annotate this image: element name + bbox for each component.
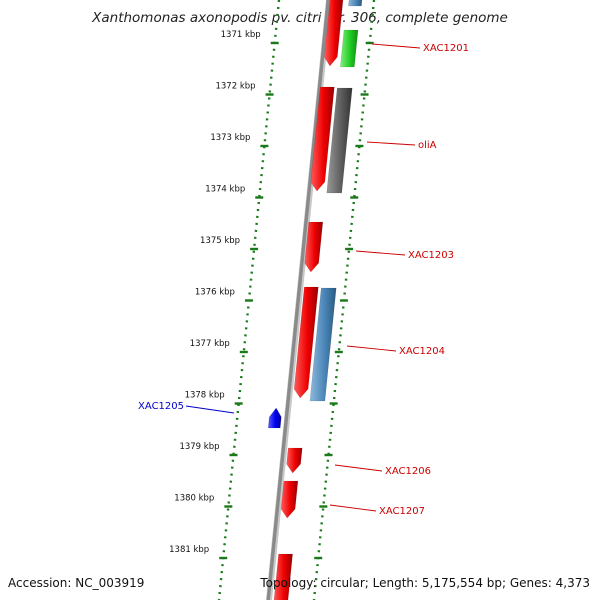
ruler-tick-label: 1377 kbp bbox=[190, 339, 230, 349]
feature-steel-xac1204[interactable] bbox=[309, 287, 337, 402]
genome-backbone bbox=[266, 0, 330, 600]
gene-arrow-xac1203[interactable] bbox=[304, 221, 324, 273]
gene-label-leader-line bbox=[329, 504, 377, 512]
ruler-tick-label: 1380 kbp bbox=[174, 494, 214, 504]
gene-arrow-xac1200[interactable] bbox=[323, 0, 344, 67]
gene-arrow-xac1205[interactable] bbox=[267, 407, 282, 429]
ruler-layer: 1371 kbp 1372 kbp 1373 kbp 1374 kbp 1375 kbp… bbox=[169, 0, 376, 600]
feature-layer bbox=[267, 0, 363, 600]
ruler-tick-label: 1375 kbp bbox=[200, 236, 240, 246]
ruler-tick-label: 1373 kbp bbox=[210, 133, 250, 143]
gene-label-leader-line bbox=[366, 141, 416, 146]
ruler-tick-label: 1381 kbp bbox=[169, 545, 209, 555]
gene-label[interactable]: XAC1207 bbox=[379, 506, 425, 517]
gene-label-leader-line bbox=[334, 464, 383, 472]
gene-label[interactable]: XAC1205 bbox=[138, 401, 184, 412]
gene-arrow-olia[interactable] bbox=[310, 86, 335, 192]
label-layer: XAC1201 oliA XAC1203 XAC1204 XAC1205 XAC1206 X… bbox=[138, 43, 469, 517]
ruler-tick-label: 1371 kbp bbox=[221, 30, 261, 40]
feature-green-xac1201[interactable] bbox=[339, 29, 359, 68]
gene-label-leader-line bbox=[185, 405, 235, 414]
gene-label-leader-line bbox=[355, 250, 406, 256]
gene-arrow-xac1207[interactable] bbox=[280, 480, 299, 519]
gene-arrow-bottom[interactable] bbox=[273, 553, 293, 600]
accession-text: Accession: NC_003919 bbox=[8, 576, 145, 590]
gene-label-leader-line bbox=[371, 43, 421, 49]
gene-label[interactable]: XAC1204 bbox=[399, 346, 445, 357]
ruler-tick-label: 1379 kbp bbox=[179, 442, 219, 452]
gene-arrow-xac1206[interactable] bbox=[286, 447, 303, 474]
feature-grey-olia[interactable] bbox=[326, 87, 353, 194]
topology-text: Topology: circular; Length: 5,175,554 bp… bbox=[260, 576, 590, 590]
gene-label[interactable]: XAC1206 bbox=[385, 466, 431, 477]
genome-title: Xanthomonas axonopodis pv. citri str. 30… bbox=[92, 10, 508, 26]
ruler-tick-label: 1372 kbp bbox=[215, 82, 255, 92]
ruler-tick-label: 1378 kbp bbox=[185, 391, 225, 401]
gene-label-leader-line bbox=[346, 345, 397, 352]
gene-label[interactable]: XAC1203 bbox=[408, 250, 454, 261]
feature-steel-top[interactable] bbox=[348, 0, 363, 7]
gene-label[interactable]: oliA bbox=[418, 140, 437, 151]
ruler-tick-label: 1374 kbp bbox=[205, 185, 245, 195]
ruler-tick-label: 1376 kbp bbox=[195, 288, 235, 298]
gene-label[interactable]: XAC1201 bbox=[423, 43, 469, 54]
gene-arrow-xac1204[interactable] bbox=[293, 286, 319, 399]
